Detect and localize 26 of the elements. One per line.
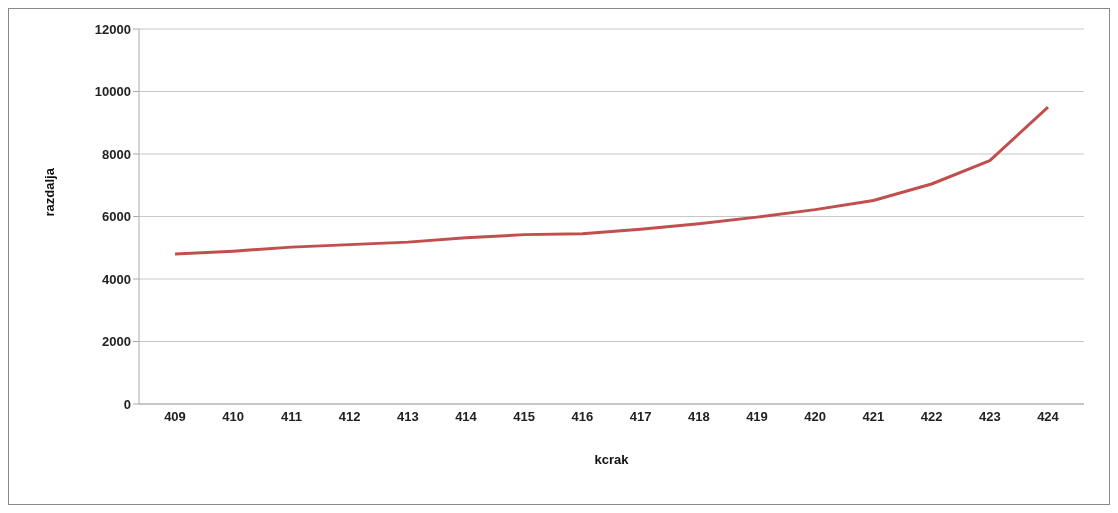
y-tick-label: 0 [123, 396, 131, 412]
x-tick-label: 420 [804, 409, 827, 425]
y-tick-label: 6000 [102, 209, 131, 225]
x-tick-label: 424 [1037, 409, 1060, 425]
y-tick-label: 4000 [102, 271, 131, 287]
line-series [173, 105, 1050, 256]
y-tick-label: 10000 [94, 84, 131, 100]
x-tick-label: 421 [862, 409, 885, 425]
x-tick-label: 416 [571, 409, 594, 425]
y-axis-title: razdalja [41, 167, 57, 217]
x-tick-label: 411 [280, 409, 302, 425]
x-tick-label: 410 [222, 409, 245, 425]
x-tick-label: 422 [920, 409, 943, 425]
y-tick-label: 2000 [102, 334, 131, 350]
y-tick-label: 12000 [94, 21, 131, 37]
x-axis-title: kcrak [594, 452, 630, 467]
x-tick-label: 414 [455, 409, 478, 425]
x-tick-label: 412 [338, 409, 361, 425]
x-tick-label: 423 [978, 409, 1001, 425]
x-tick-label: 415 [513, 409, 536, 425]
x-tick-label: 409 [164, 409, 186, 425]
x-tick-label: 413 [396, 409, 419, 425]
x-tick-label: 417 [629, 409, 652, 425]
y-tick-label: 8000 [102, 146, 131, 162]
x-tick-label: 419 [746, 409, 768, 425]
x-tick-label: 418 [687, 409, 710, 425]
